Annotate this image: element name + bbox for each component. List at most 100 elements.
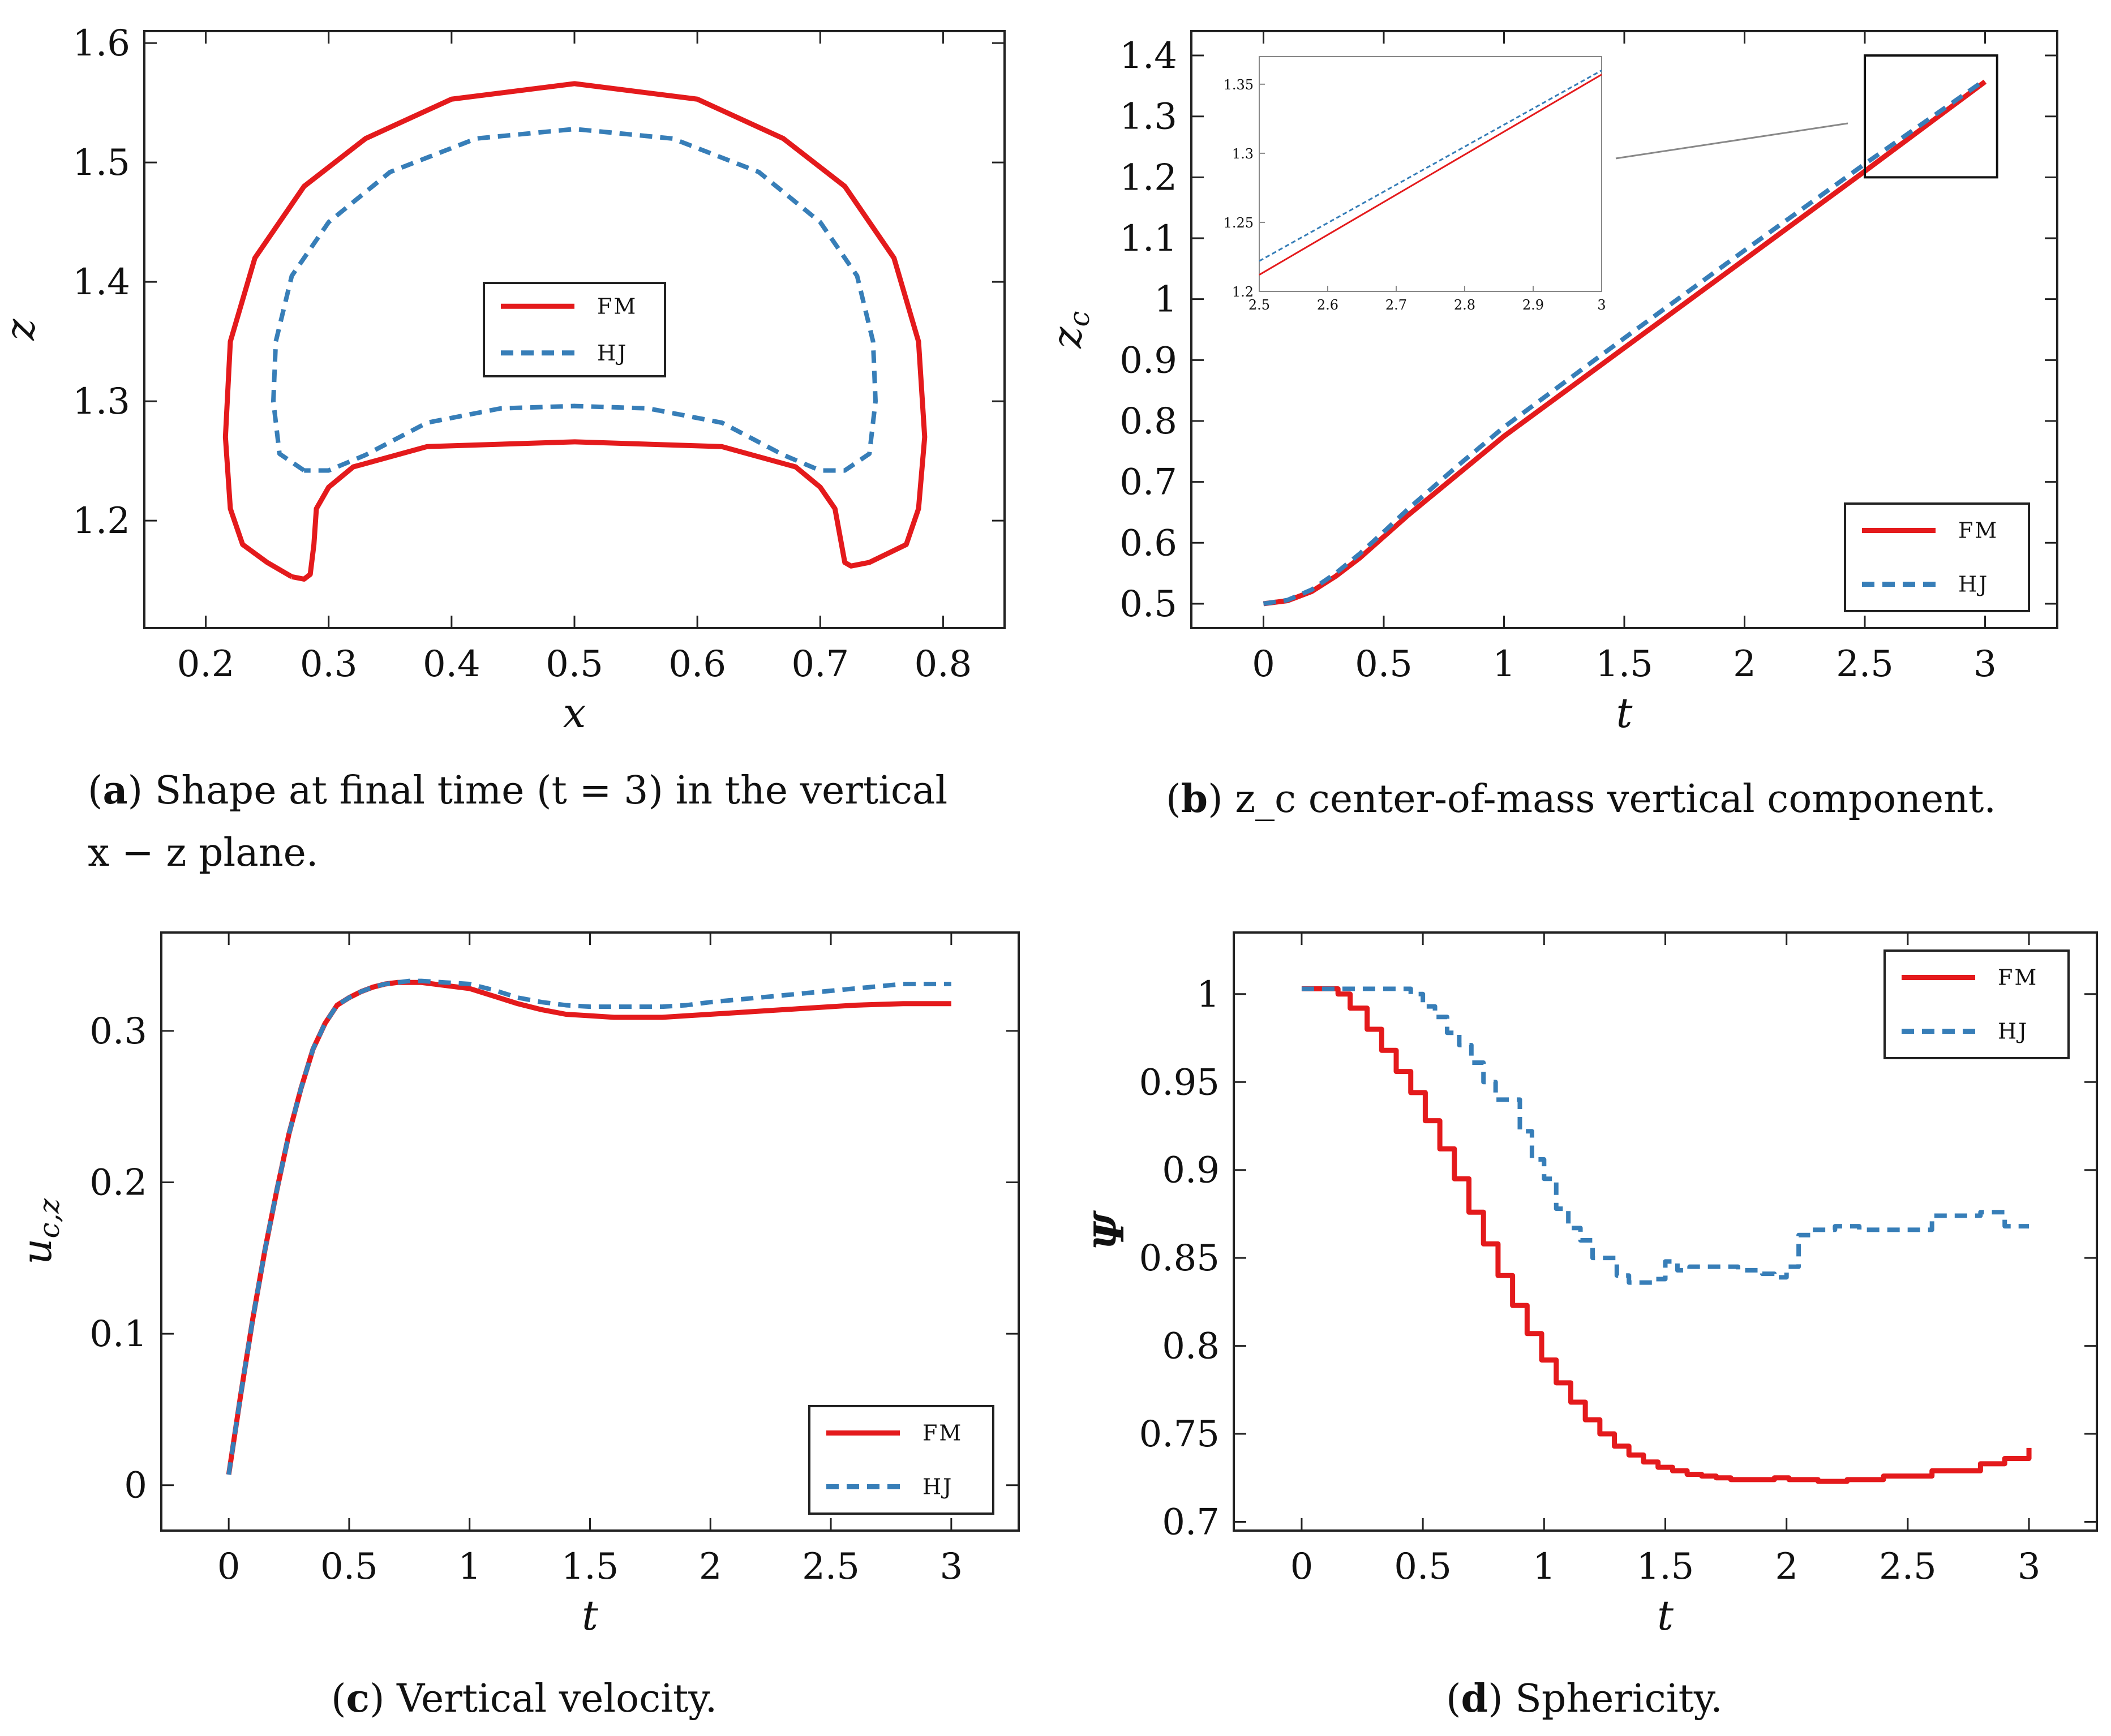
x-axis-title-a: x (563, 689, 586, 737)
x-tick-label-b: 1 (1492, 643, 1516, 685)
x-tick-label-b: 2.5 (1836, 643, 1894, 685)
legend-a (483, 282, 666, 377)
series-line-hj-b (1263, 78, 1986, 606)
series-line-hj-d (1301, 986, 2030, 1285)
x-tick-label-b: 3 (1973, 643, 1997, 685)
x-tick-label-d: 0 (1290, 1546, 1314, 1588)
x-tick-label-c: 1.5 (561, 1546, 619, 1588)
x-axis-title-c: t (582, 1592, 599, 1639)
y-tick-label-d: 0.95 (1139, 1062, 1220, 1103)
y-axis-title-b: zc (1043, 311, 1096, 349)
y-tick-label-c: 0.3 (89, 1011, 147, 1052)
x-tick-label-d: 1 (1533, 1546, 1556, 1588)
y-tick-label-d: 0.8 (1162, 1326, 1220, 1368)
y-tick-label-c: 0.1 (89, 1313, 147, 1355)
zoom-connector (1615, 122, 1848, 160)
zoom-rectangle (1864, 54, 1998, 179)
caption-d: (d) Sphericity. (1446, 1676, 1723, 1721)
caption-c: (c) Vertical velocity. (331, 1676, 717, 1721)
x-tick-label-a: 0.2 (177, 643, 235, 685)
caption-b: (b) z_c center-of-mass vertical componen… (1166, 776, 1996, 822)
x-tick-label-d: 0.5 (1394, 1546, 1452, 1588)
y-tick-label-b: 0.6 (1119, 522, 1177, 564)
y-tick-label-b: 0.9 (1119, 340, 1177, 381)
x-tick-label-a: 0.7 (791, 643, 849, 685)
series-line-fm-a (222, 81, 928, 582)
panel-a: 0.2 0.3 0.4 0.5 0.6 0.7 0.8 1.2 1.3 1.4 1.5 1.6 x z FM… (0, 23, 1006, 737)
inset-series-hj (1259, 70, 1602, 262)
y-tick-label-b: 1.1 (1119, 218, 1177, 260)
inset-y-tick-label: 1.2 (1232, 284, 1254, 300)
panel-c: 0 0.5 1 1.5 2 2.5 3 0 0.1 0.2 0.3 t uc,z FM HJ (13, 931, 1020, 1639)
x-tick-label-b: 2 (1733, 643, 1756, 685)
series-line-fm-c (226, 979, 951, 1475)
y-tick-label-a: 1.2 (72, 500, 130, 542)
y-tick-label-b: 1.2 (1119, 157, 1177, 199)
y-tick-label-d: 0.85 (1139, 1237, 1220, 1279)
caption-b-text: z_c center-of-mass vertical component. (1235, 777, 1996, 822)
x-tick-label-c: 2.5 (802, 1546, 860, 1588)
legend-label-fm-a: FM (597, 294, 637, 319)
caption-a-line1: (a) Shape at final time (t = 3) in the v… (88, 768, 947, 813)
caption-a-label: a (103, 768, 128, 813)
series-line-hj-c (226, 978, 951, 1475)
x-tick-label-a: 0.3 (300, 643, 358, 685)
y-tick-label-d: 0.75 (1139, 1413, 1220, 1455)
inset-x-tick-label: 2.8 (1454, 297, 1475, 313)
x-tick-label-a: 0.5 (546, 643, 603, 685)
x-tick-label-c: 0.5 (320, 1546, 378, 1588)
inset-y-tick-label: 1.35 (1224, 77, 1254, 93)
x-tick-label-b: 0 (1252, 643, 1275, 685)
series-line-hj-a (271, 127, 878, 473)
y-tick-label-d: 0.7 (1162, 1501, 1220, 1543)
inset-series-fm (1259, 74, 1602, 276)
legend-c (808, 1405, 994, 1515)
inset-x-tick-label: 2.7 (1385, 297, 1407, 313)
y-tick-label-a: 1.6 (72, 23, 130, 65)
caption-d-label: d (1461, 1676, 1488, 1721)
x-tick-label-c: 2 (699, 1546, 722, 1588)
x-tick-label-a: 0.4 (423, 643, 480, 685)
y-tick-label-a: 1.5 (72, 142, 130, 184)
legend-label-fm-b: FM (1958, 518, 1998, 543)
x-tick-label-a: 0.8 (915, 643, 972, 685)
inset-x-tick-label: 2.9 (1522, 297, 1544, 313)
x-tick-label-d: 1.5 (1637, 1546, 1694, 1588)
x-axis-title-d: t (1657, 1592, 1674, 1639)
x-tick-label-c: 0 (217, 1546, 241, 1588)
inset-x-tick-label: 2.5 (1248, 297, 1270, 313)
caption-a-line2: x − z plane. (88, 831, 318, 875)
x-tick-label-d: 2 (1775, 1546, 1798, 1588)
x-tick-label-d: 3 (2018, 1546, 2041, 1588)
x-tick-label-b: 0.5 (1355, 643, 1413, 685)
y-tick-label-b: 0.5 (1119, 583, 1177, 625)
x-axis-title-b: t (1616, 689, 1633, 737)
y-tick-label-b: 1.3 (1119, 96, 1177, 138)
y-tick-label-b: 1.4 (1119, 35, 1177, 77)
legend-label-hj-a: HJ (597, 341, 628, 366)
panel-d: 0 0.5 1 1.5 2 2.5 3 0.7 0.75 0.8 0.85 0.9 0.95 1 t Ψ FM H… (1085, 931, 2098, 1639)
y-tick-label-a: 1.4 (72, 261, 130, 303)
inset-x-tick-label: 2.6 (1317, 297, 1338, 313)
y-axis-title-c: uc,z (13, 1198, 66, 1265)
legend-d (1883, 949, 2070, 1059)
legend-label-fm-d: FM (1998, 965, 2038, 990)
y-tick-label-b: 0.8 (1119, 401, 1177, 442)
panel-b: 0 0.5 1 1.5 2 2.5 3 0.5 0.6 0.7 0.8 0.9 1 1.1 1.2 1.3 1.… (1043, 30, 2058, 737)
x-tick-label-c: 1 (458, 1546, 481, 1588)
y-tick-label-a: 1.3 (72, 381, 130, 423)
y-tick-label-b: 0.7 (1119, 462, 1177, 504)
y-axis-title-d: Ψ (1085, 1210, 1133, 1250)
y-tick-label-d: 1 (1196, 974, 1220, 1016)
caption-a-text: Shape at final time (t = 3) in the verti… (155, 768, 947, 813)
caption-c-text: Vertical velocity. (396, 1677, 717, 1721)
legend-label-hj-c: HJ (923, 1475, 953, 1499)
x-tick-label-c: 3 (939, 1546, 963, 1588)
inset-y-tick-label: 1.25 (1224, 215, 1254, 231)
caption-b-label: b (1181, 776, 1208, 822)
legend-label-hj-b: HJ (1958, 572, 1989, 597)
y-tick-label-c: 0 (124, 1465, 147, 1507)
y-tick-label-c: 0.2 (89, 1162, 147, 1204)
y-axis-title-a: z (0, 318, 44, 341)
